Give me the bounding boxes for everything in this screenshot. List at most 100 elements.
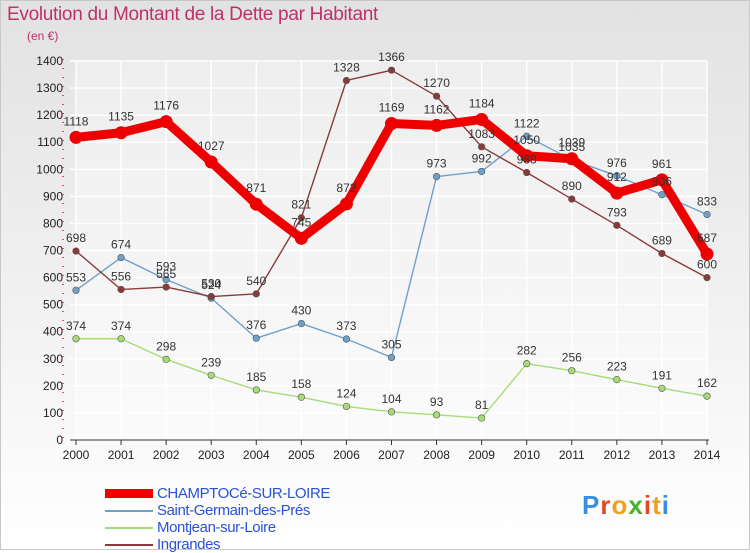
- data-label-saint-germain-des-pr-s: 524: [201, 278, 221, 292]
- legend-swatch: [105, 543, 153, 546]
- legend-item-saint-germain-des-pr-s: Saint-Germain-des-Prés: [105, 502, 330, 519]
- x-tick-label: 2001: [108, 448, 135, 462]
- data-point-champtoc-sur-loire: [204, 155, 218, 169]
- data-label-saint-germain-des-pr-s: 376: [246, 318, 266, 332]
- data-label-saint-germain-des-pr-s: 593: [156, 259, 176, 273]
- data-point-saint-germain-des-pr-s: [658, 191, 666, 199]
- x-tick-label: 2004: [243, 448, 270, 462]
- data-point-saint-germain-des-pr-s: [613, 172, 621, 180]
- data-point-saint-germain-des-pr-s: [387, 353, 396, 362]
- data-label-saint-germain-des-pr-s: 430: [291, 304, 311, 318]
- data-label-ingrandes: 600: [697, 258, 717, 272]
- legend-swatch: [105, 489, 153, 498]
- data-label-champtoc-sur-loire: 1184: [469, 96, 495, 110]
- data-point-ingrandes: [432, 92, 441, 100]
- legend-label: Saint-Germain-des-Prés: [157, 502, 310, 519]
- data-point-champtoc-sur-loire: [655, 173, 669, 187]
- data-label-saint-germain-des-pr-s: 976: [607, 156, 627, 170]
- data-point-champtoc-sur-loire: [475, 112, 489, 126]
- data-point-ingrandes: [297, 214, 305, 222]
- data-point-saint-germain-des-pr-s: [703, 210, 711, 219]
- data-point-saint-germain-des-pr-s: [117, 253, 125, 262]
- legend: CHAMPTOCé-SUR-LOIRE Saint-Germain-des-Pré…: [105, 485, 330, 553]
- data-point-ingrandes: [162, 283, 170, 291]
- data-label-saint-germain-des-pr-s: 833: [697, 194, 717, 208]
- x-tick-label: 2005: [288, 448, 315, 462]
- logo-letter: P: [582, 490, 601, 520]
- data-label-ingrandes: 793: [607, 205, 627, 219]
- unit-label: (en €): [27, 29, 59, 43]
- data-label-saint-germain-des-pr-s: 1122: [514, 116, 540, 130]
- data-label-ingrandes: 1083: [468, 127, 495, 141]
- data-point-saint-germain-des-pr-s: [252, 334, 260, 342]
- data-label-champtoc-sur-loire: 1169: [379, 101, 405, 115]
- data-point-ingrandes: [703, 273, 711, 282]
- x-tick-label: 2011: [559, 448, 585, 462]
- data-point-saint-germain-des-pr-s: [72, 286, 80, 294]
- data-label-montjean-sur-loire: 162: [697, 376, 717, 390]
- data-label-champtoc-sur-loire: 745: [291, 215, 311, 229]
- data-label-champtoc-sur-loire: 687: [697, 231, 717, 245]
- data-label-saint-germain-des-pr-s: 906: [652, 175, 672, 189]
- data-point-champtoc-sur-loire: [385, 117, 398, 131]
- legend-item-ingrandes: Ingrandes: [105, 536, 330, 553]
- data-label-montjean-sur-loire: 298: [156, 339, 176, 353]
- y-tick-label: 0: [56, 433, 63, 447]
- logo-letter: r: [600, 490, 612, 520]
- data-point-champtoc-sur-loire: [69, 130, 83, 144]
- data-point-montjean-sur-loire: [658, 384, 666, 392]
- data-point-saint-germain-des-pr-s: [162, 275, 170, 284]
- data-label-saint-germain-des-pr-s: 373: [336, 319, 356, 333]
- data-point-champtoc-sur-loire: [159, 115, 173, 129]
- data-label-ingrandes: 1366: [378, 50, 405, 64]
- data-label-ingrandes: 890: [562, 179, 582, 193]
- data-point-ingrandes: [568, 195, 576, 203]
- data-point-saint-germain-des-pr-s: [432, 172, 441, 181]
- legend-swatch: [105, 526, 153, 529]
- data-label-montjean-sur-loire: 223: [607, 360, 627, 374]
- y-tick-label: 800: [43, 216, 63, 230]
- data-label-champtoc-sur-loire: 872: [336, 181, 356, 195]
- data-point-ingrandes: [613, 221, 621, 229]
- data-label-champtoc-sur-loire: 1039: [558, 136, 585, 150]
- y-tick-label: 600: [43, 271, 63, 285]
- logo-letter: o: [611, 490, 629, 520]
- data-point-champtoc-sur-loire: [114, 126, 128, 140]
- data-point-montjean-sur-loire: [387, 408, 396, 416]
- data-label-ingrandes: 530: [201, 277, 221, 291]
- x-tick-label: 2007: [378, 448, 405, 462]
- legend-item-montjean-sur-loire: Montjean-sur-Loire: [105, 519, 330, 536]
- data-point-champtoc-sur-loire: [249, 197, 263, 211]
- x-tick-label: 2003: [198, 448, 225, 462]
- x-tick-label: 2010: [513, 448, 540, 462]
- data-point-montjean-sur-loire: [342, 402, 351, 411]
- y-tick-label: 1100: [37, 135, 63, 149]
- y-tick-label: 100: [43, 406, 63, 420]
- data-point-montjean-sur-loire: [162, 355, 170, 363]
- data-label-champtoc-sur-loire: 961: [652, 157, 672, 171]
- data-label-ingrandes: 821: [291, 198, 311, 212]
- legend-label: CHAMPTOCé-SUR-LOIRE: [157, 485, 330, 502]
- data-point-montjean-sur-loire: [432, 411, 441, 419]
- data-point-ingrandes: [523, 168, 531, 177]
- data-label-ingrandes: 565: [156, 267, 176, 281]
- data-label-saint-germain-des-pr-s: 674: [111, 238, 131, 252]
- data-point-saint-germain-des-pr-s: [342, 335, 351, 343]
- data-point-saint-germain-des-pr-s: [297, 319, 305, 328]
- x-tick-label: 2000: [63, 448, 90, 462]
- data-point-ingrandes: [207, 292, 215, 301]
- x-tick-label: 2013: [649, 448, 676, 462]
- data-label-montjean-sur-loire: 104: [381, 392, 401, 406]
- data-label-champtoc-sur-loire: 1176: [153, 99, 179, 113]
- y-tick-label: 1200: [36, 108, 63, 122]
- data-label-montjean-sur-loire: 282: [517, 344, 537, 358]
- data-point-montjean-sur-loire: [613, 376, 621, 384]
- data-point-montjean-sur-loire: [478, 414, 486, 422]
- data-point-montjean-sur-loire: [207, 371, 215, 379]
- data-label-saint-germain-des-pr-s: 305: [381, 337, 401, 351]
- y-tick-label: 400: [43, 325, 63, 339]
- y-tick-label: 1300: [36, 81, 63, 95]
- legend-label: Ingrandes: [157, 536, 221, 553]
- data-label-ingrandes: 556: [111, 269, 131, 283]
